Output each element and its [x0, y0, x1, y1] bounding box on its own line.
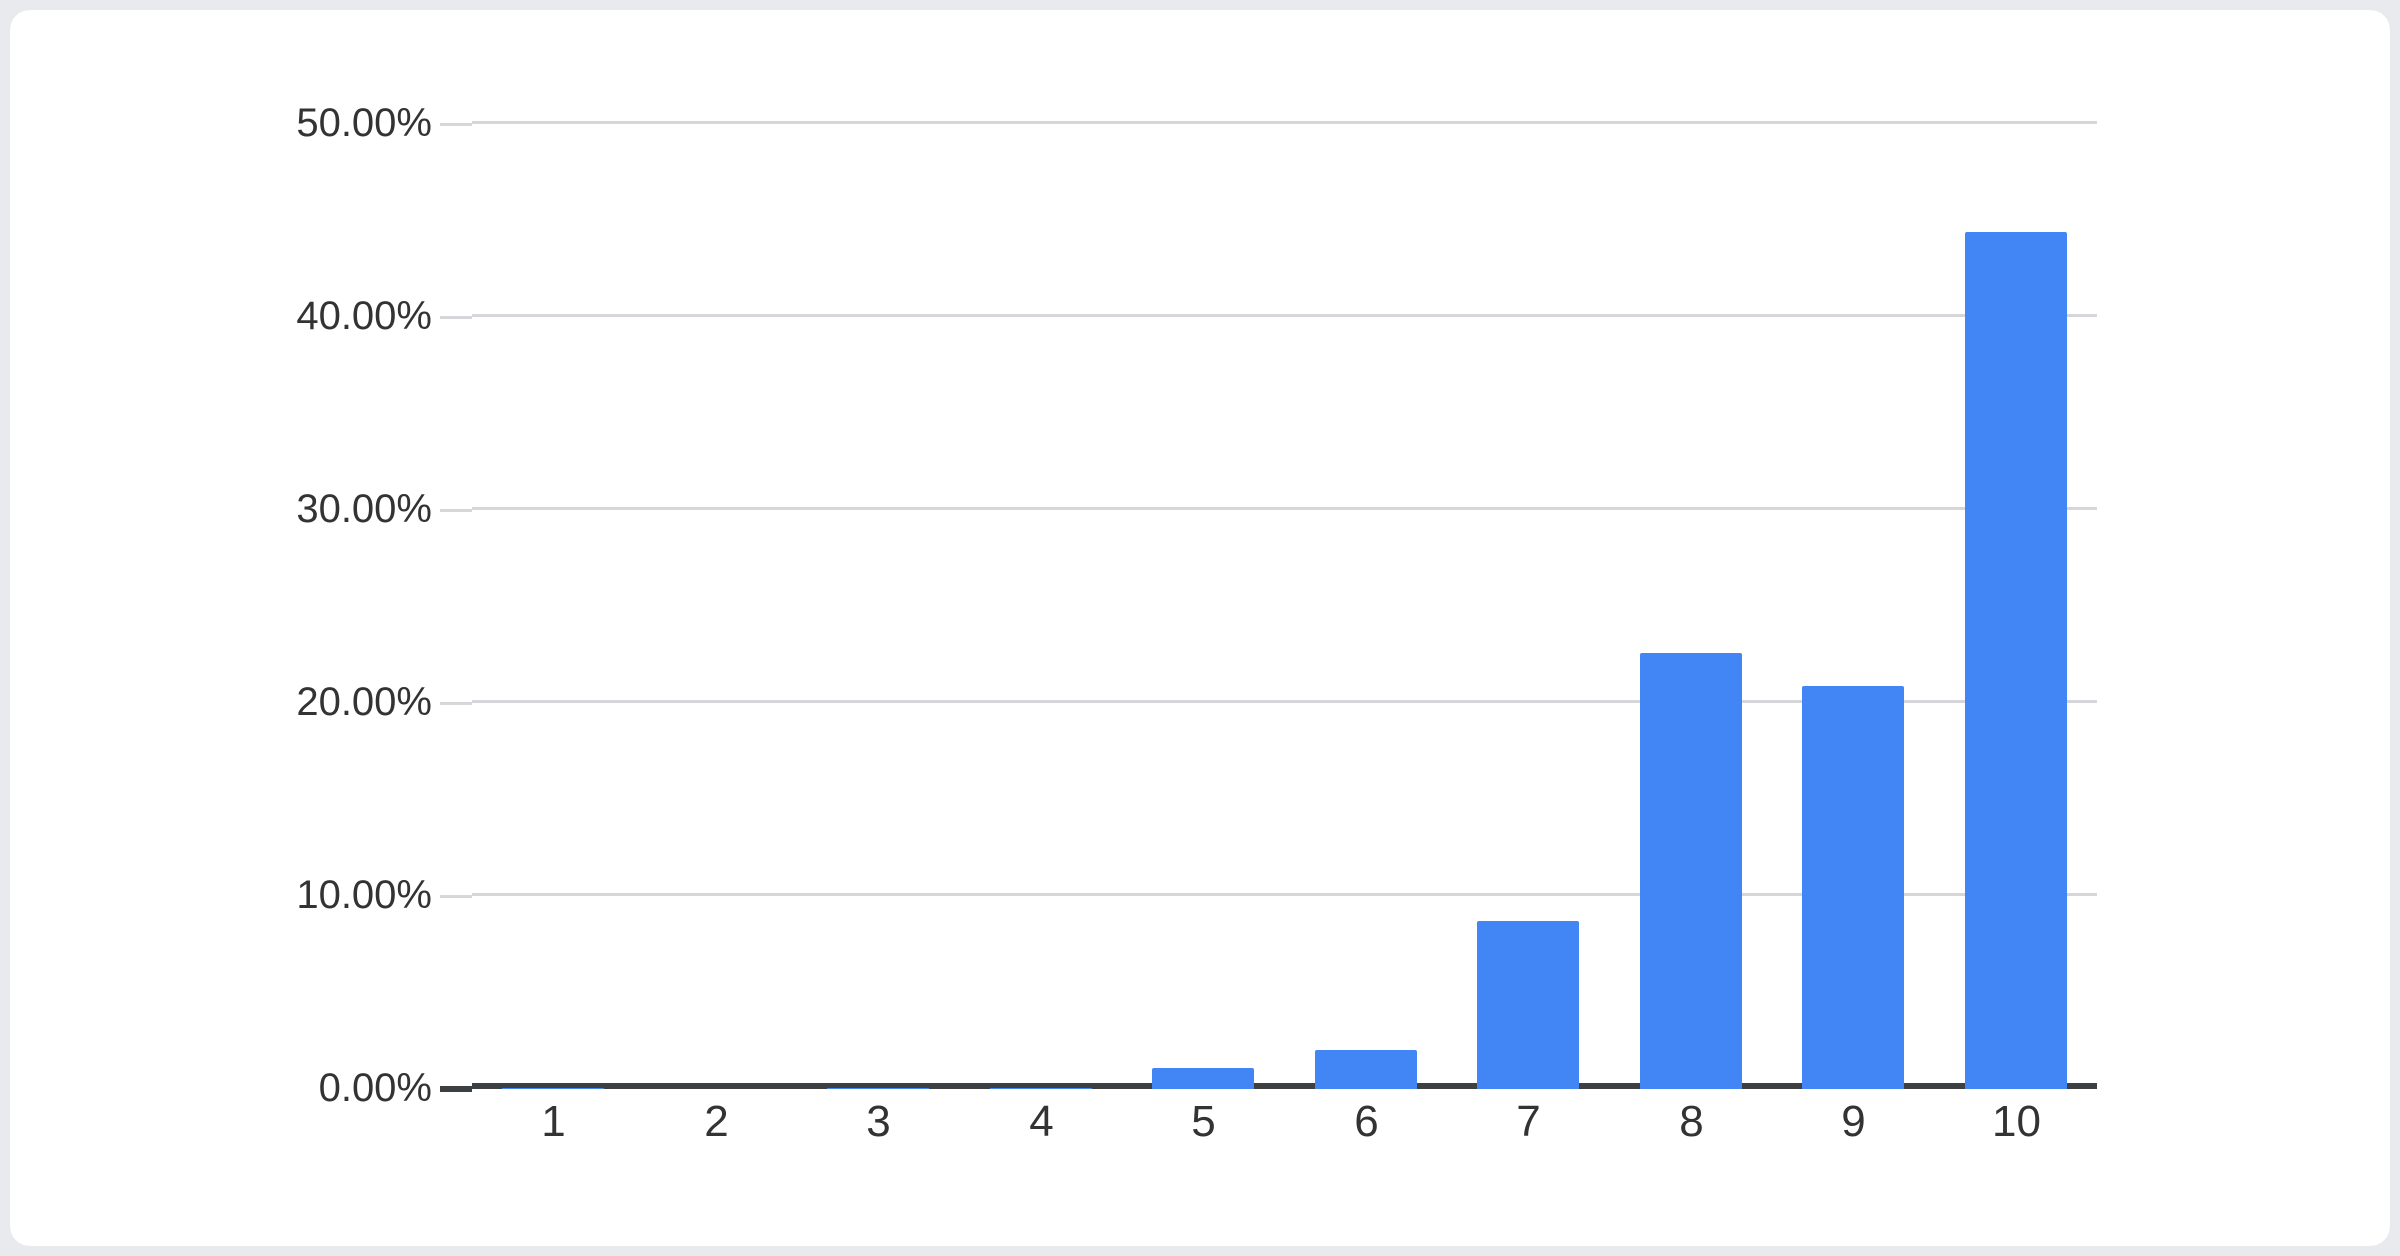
- bar-3[interactable]: [827, 1088, 929, 1089]
- gridline-30.00%: [472, 507, 2097, 510]
- plot-area: [472, 121, 2097, 1089]
- chart-card: 0.00% 10.00% 20.00% 30.00% 40.00% 50.00% 1 2 3 4…: [10, 10, 2390, 1246]
- y-tick-label: 40.00%: [296, 294, 432, 338]
- bar-4[interactable]: [990, 1088, 1092, 1089]
- x-tick-label: 7: [1516, 1097, 1541, 1146]
- y-tick-label: 50.00%: [296, 101, 432, 145]
- bar-9[interactable]: [1802, 685, 1904, 1089]
- gridline-40.00%: [472, 314, 2097, 317]
- bar-7[interactable]: [1477, 921, 1579, 1089]
- x-tick-label: 4: [1029, 1097, 1054, 1146]
- x-tick-label: 1: [541, 1097, 566, 1146]
- bar-8[interactable]: [1640, 652, 1742, 1089]
- bar-10[interactable]: [1965, 232, 2067, 1089]
- x-tick-label: 6: [1354, 1097, 1379, 1146]
- y-tick-label: 0.00%: [318, 1066, 432, 1110]
- y-tick-dash: [440, 509, 472, 512]
- bar-6[interactable]: [1315, 1050, 1417, 1089]
- y-tick-dash: [440, 702, 472, 705]
- bars-group: [472, 124, 2097, 1089]
- gridline-10.00%: [472, 893, 2097, 896]
- x-tick-label: 2: [704, 1097, 729, 1146]
- gridline-50.00%: [472, 121, 2097, 124]
- x-tick-label: 5: [1191, 1097, 1216, 1146]
- y-tick-label: 30.00%: [296, 487, 432, 531]
- x-tick-label: 9: [1841, 1097, 1866, 1146]
- x-tick-label: 8: [1679, 1097, 1704, 1146]
- y-tick-dash: [440, 895, 472, 898]
- y-tick-dash: [440, 123, 472, 126]
- axis-baseline: [472, 1083, 2097, 1089]
- y-tick-dash: [440, 1086, 472, 1092]
- bar-5[interactable]: [1152, 1067, 1254, 1089]
- y-tick-label: 20.00%: [296, 680, 432, 724]
- y-tick-dash: [440, 316, 472, 319]
- y-tick-label: 10.00%: [296, 873, 432, 917]
- x-axis-ticks: 1 2 3 4 5 6 7 8 9 10: [472, 1100, 2097, 1180]
- x-tick-label: 10: [1992, 1097, 2041, 1146]
- gridline-20.00%: [472, 700, 2097, 703]
- x-tick-label: 3: [866, 1097, 891, 1146]
- bar-1[interactable]: [502, 1088, 604, 1089]
